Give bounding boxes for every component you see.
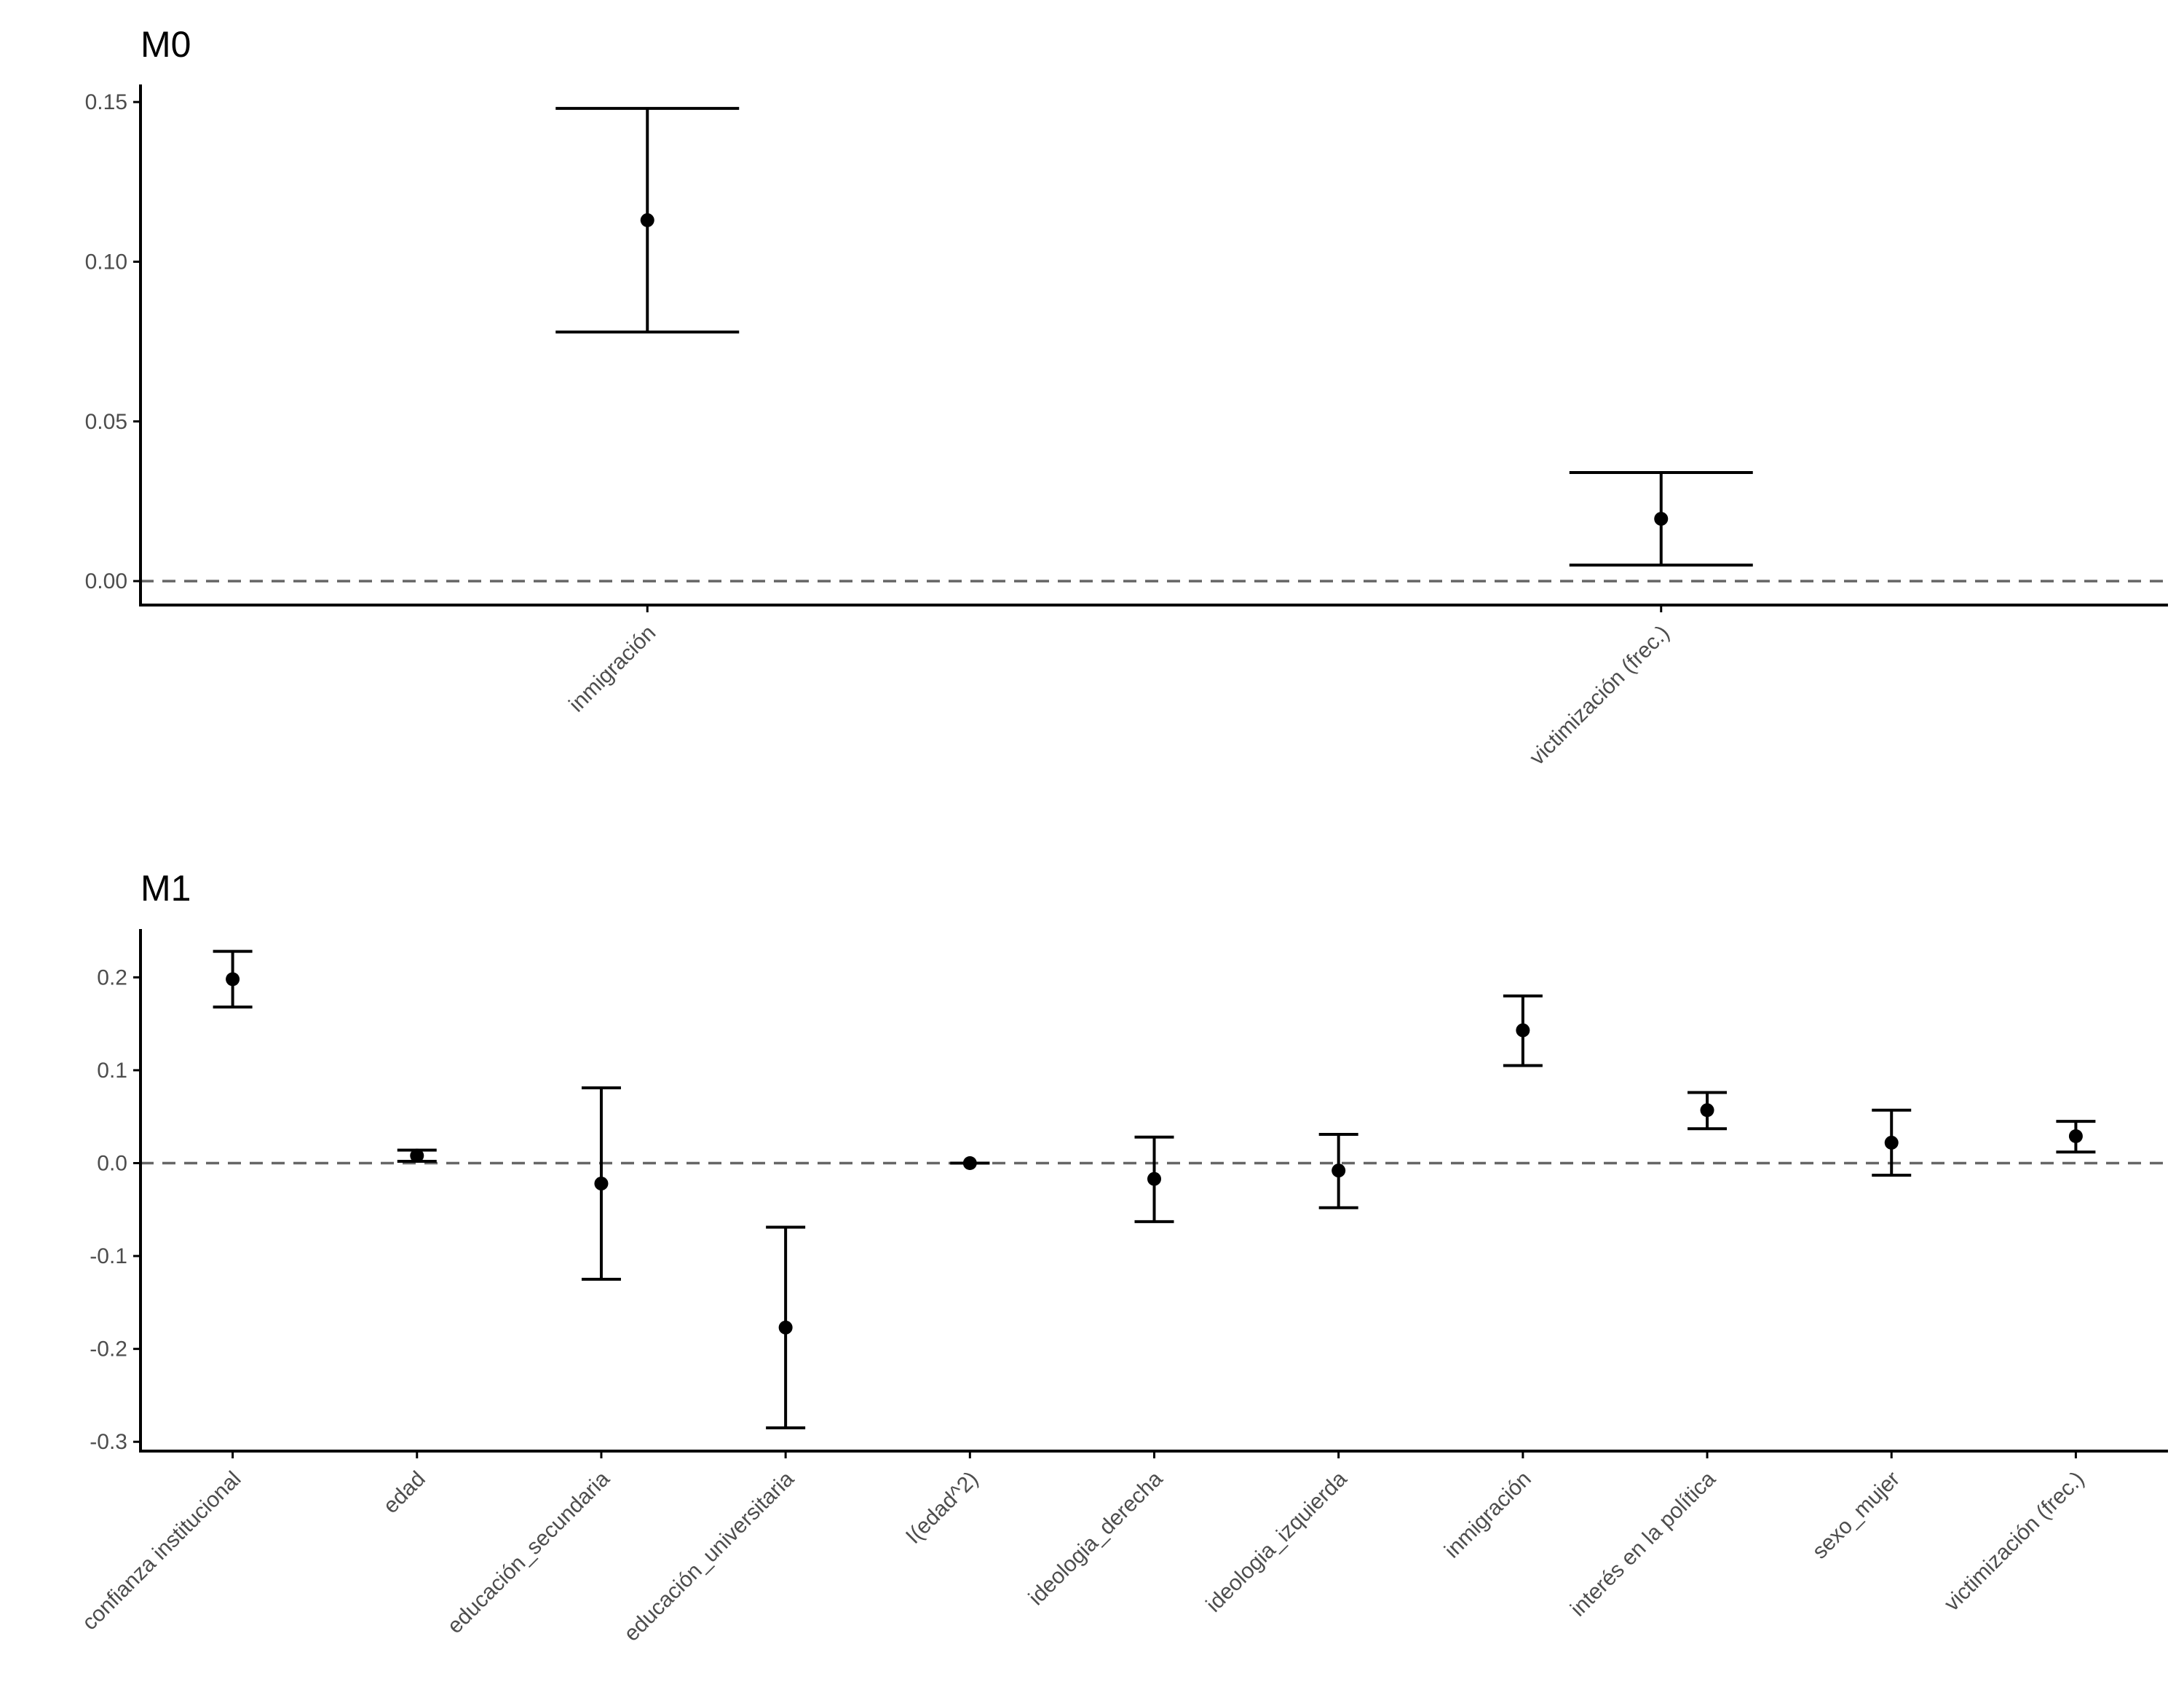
panel-m1-y-axis-ticks: -0.3 -0.2 -0.1 0.0 0.1 0.2 [90, 965, 141, 1454]
point-estimate [594, 1177, 609, 1191]
error-bar-interes-en-la-politica [1688, 1091, 1728, 1131]
error-bar-confianza-institucional [213, 949, 253, 1009]
y-tick-label: 0.1 [97, 1059, 127, 1083]
point-estimate [640, 213, 654, 227]
point-estimate [778, 1320, 793, 1335]
error-bar-ideologia-derecha [1134, 1135, 1174, 1223]
y-tick-label: 0.15 [85, 90, 127, 114]
point-estimate [226, 972, 240, 987]
error-bar-educacion-secundaria [581, 1086, 621, 1281]
point-estimate [1884, 1135, 1899, 1150]
y-tick-label: 0.00 [85, 569, 127, 593]
error-bar-educacion-universitaria [766, 1225, 806, 1430]
panel-m0-title: M0 [141, 24, 191, 65]
point-estimate [410, 1148, 424, 1163]
error-bar-inmigracion [1503, 994, 1543, 1067]
point-estimate [1700, 1103, 1714, 1118]
y-tick-label: 0.0 [97, 1152, 127, 1176]
y-tick-label: 0.05 [85, 410, 127, 434]
panel-m1-title: M1 [141, 868, 191, 909]
panel-m0-error-bars [555, 106, 1753, 567]
y-tick-label: -0.1 [90, 1244, 127, 1268]
error-bar-edad [397, 1148, 437, 1163]
point-estimate [962, 1156, 977, 1171]
point-estimate [1516, 1023, 1530, 1038]
panel-m0-y-axis-ticks: 0.00 0.05 0.10 0.15 [85, 90, 141, 593]
error-bar-ideologia-izquierda [1318, 1132, 1358, 1209]
point-estimate [1332, 1163, 1346, 1178]
point-estimate [2068, 1129, 2083, 1144]
y-tick-label: -0.2 [90, 1337, 127, 1362]
error-bar-inmigracion [555, 106, 740, 333]
panel-m1-axes [139, 929, 2168, 1453]
y-tick-label: 0.2 [97, 965, 127, 989]
y-tick-label: -0.3 [90, 1430, 127, 1454]
error-bar-sexo-mujer [1872, 1108, 1912, 1177]
y-tick-label: 0.10 [85, 250, 127, 274]
error-bar-victimizacion-frec [1569, 470, 1753, 567]
point-estimate [1654, 512, 1669, 526]
point-estimate [1147, 1171, 1161, 1186]
panel-m1-error-bars [213, 949, 2096, 1430]
error-bar-victimizacion-frec [2056, 1120, 2096, 1154]
error-bar-i-edad-2 [950, 1156, 990, 1171]
panel-m0-axes [139, 84, 2168, 606]
